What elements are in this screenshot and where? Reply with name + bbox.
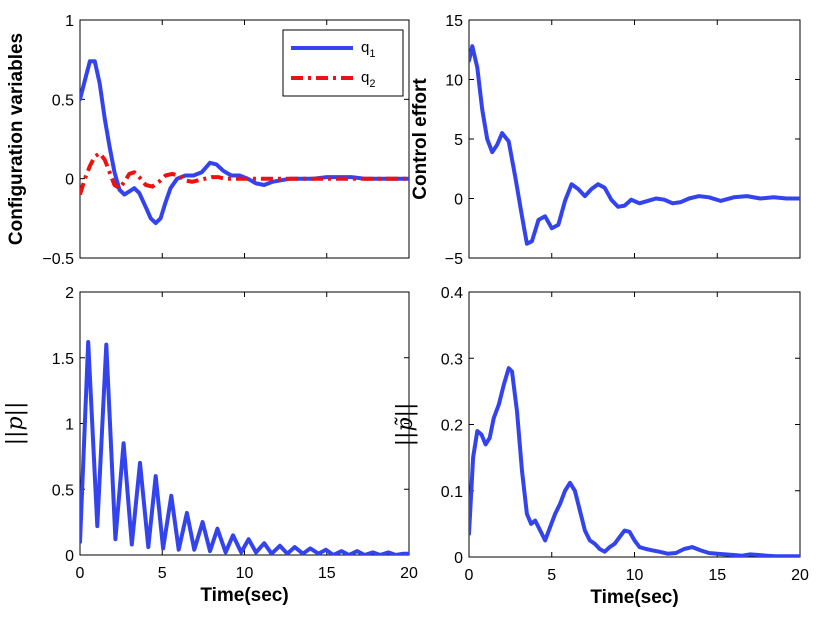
y-tick-label: 0 [65,548,74,565]
y-tick-label: 0.4 [441,285,463,302]
y-tick-label: 2 [65,285,74,302]
y-tick-label: −5 [445,251,463,268]
x-tick-label: 5 [158,565,167,582]
x-tick-label: 20 [400,565,418,582]
x-axis-label: Time(sec) [200,585,288,606]
y-tick-label: 0.5 [52,92,74,109]
series-line--p-tilde- [469,366,800,557]
axes-box [468,19,801,259]
series-line-control-effort [469,44,800,246]
x-tick-label: 5 [547,567,556,584]
y-tick-label: 0.2 [441,418,463,435]
y-tick-label: 0.1 [441,484,463,501]
y-tick-label: 1 [65,417,74,434]
y-tick-label: 1 [65,13,74,30]
y-tick-label: 15 [445,13,463,30]
y-tick-label: 10 [445,73,463,90]
y-tick-label: 5 [454,132,463,149]
x-tick-label: 10 [236,565,254,582]
y-axis-label: Configuration variables [6,33,27,245]
y-tick-label: −0.5 [42,251,74,268]
y-axis-label: ||p|| [3,402,28,446]
y-tick-label: 1.5 [52,351,74,368]
y-tick-label: 0.3 [441,351,463,368]
series-line--p- [80,340,409,555]
panel-control: −5 0 5 10 15 Control effort [410,13,801,268]
legend-entry-label: q1 [361,39,375,60]
x-tick-label: 15 [318,565,336,582]
legend-entry-label: q2 [361,69,375,90]
x-tick-label: 0 [465,567,474,584]
y-axis-label: ||p̃|| [393,403,418,447]
x-tick-label: 15 [708,567,726,584]
x-tick-label: 0 [76,565,85,582]
x-tick-label: 10 [626,567,644,584]
panel-p_tilde_norm: 0 0.1 0.2 0.3 0.4 0 5 10 15 20 Time(sec) ||p̃|| [393,285,809,608]
y-tick-label: 0 [65,172,74,189]
legend-box [282,29,404,97]
series-line-q2 [80,151,409,196]
x-axis-label: Time(sec) [590,587,678,608]
y-axis-label: Control effort [410,78,431,200]
x-tick-label: 20 [791,567,809,584]
y-tick-label: 0 [454,550,463,567]
y-tick-label: 0 [454,192,463,209]
y-tick-label: 0.5 [52,482,74,499]
